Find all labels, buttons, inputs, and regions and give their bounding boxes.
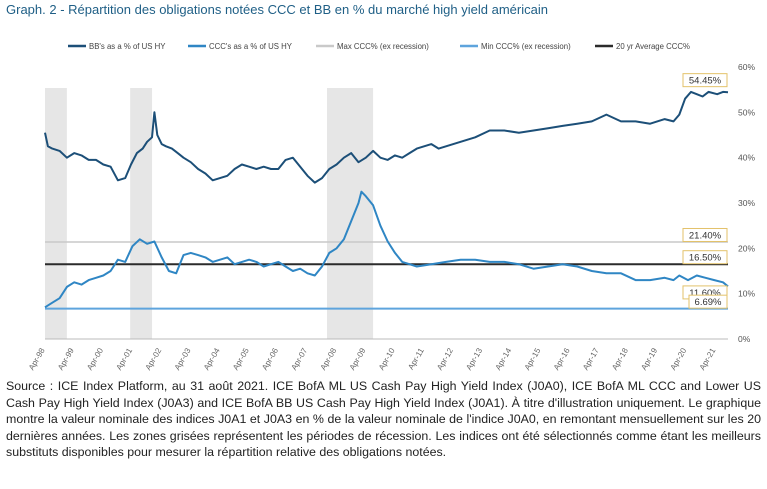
x-tick-label: Apr-09 — [348, 346, 368, 372]
chart-title: Graph. 2 - Répartition des obligations n… — [6, 2, 548, 17]
x-tick-label: Apr-20 — [669, 346, 689, 372]
x-tick-label: Apr-13 — [464, 346, 484, 372]
series-lines — [44, 90, 729, 309]
value-label-box — [688, 294, 728, 309]
value-label-text: 6.69% — [695, 297, 722, 308]
x-tick-label: Apr-11 — [406, 346, 426, 371]
value-label-box — [682, 250, 728, 265]
chart-caption: Source : ICE Index Platform, au 31 août … — [6, 379, 761, 460]
x-tick-label: Apr-10 — [377, 346, 397, 372]
x-axis: Apr-98 Apr-99 Apr-00 Apr-01 Apr-02 Apr-03 Apr-… — [27, 346, 718, 372]
legend-label: 20 yr Average CCC% — [616, 42, 690, 51]
value-label-text: 54.45% — [689, 76, 722, 87]
x-tick-label: Apr-07 — [289, 346, 309, 372]
x-tick-label: Apr-05 — [231, 346, 251, 372]
reference-lines — [45, 241, 728, 310]
y-axis: 0% 10% 20% 30% 40% 50% 60% — [45, 62, 755, 344]
value-label: 21.40% — [682, 227, 728, 242]
legend-label: BB's as a % of US HY — [89, 42, 166, 51]
x-tick-label: Apr-06 — [260, 346, 280, 372]
value-label-text: 11.60% — [689, 288, 721, 299]
bb-series-line — [44, 90, 729, 184]
ccc-series-line — [44, 190, 729, 309]
x-tick-label: Apr-02 — [144, 346, 164, 372]
legend: BB's as a % of US HY CCC's as a % of US H… — [68, 42, 690, 51]
x-tick-label: Apr-19 — [639, 346, 659, 372]
value-label-box — [682, 73, 728, 88]
legend-label: Min CCC% (ex recession) — [481, 42, 571, 51]
x-tick-label: Apr-03 — [173, 346, 193, 372]
x-tick-label: Apr-98 — [27, 346, 47, 372]
value-label: 16.50% — [682, 250, 728, 265]
recession-bands — [45, 88, 374, 339]
recession-band-2 — [130, 88, 153, 339]
x-tick-label: Apr-08 — [319, 346, 339, 372]
value-label: 54.45% — [682, 73, 728, 88]
recession-band-1 — [45, 88, 67, 339]
legend-item: CCC's as a % of US HY — [188, 42, 293, 51]
legend-item: Max CCC% (ex recession) — [316, 42, 429, 51]
value-label-text: 16.50% — [689, 253, 722, 264]
x-tick-label: Apr-15 — [523, 346, 543, 372]
x-tick-label: Apr-04 — [202, 346, 222, 372]
value-labels: 54.45% 11.60% 21.40% 16.50% 6.69% — [682, 73, 728, 309]
legend-item: 20 yr Average CCC% — [595, 42, 690, 51]
legend-item: Min CCC% (ex recession) — [460, 42, 571, 51]
y-tick-label: 60% — [738, 62, 755, 72]
y-tick-label: 30% — [738, 198, 755, 208]
chart: BB's as a % of US HY CCC's as a % of US H… — [27, 42, 756, 372]
y-tick-label: 40% — [738, 153, 755, 163]
x-tick-label: Apr-01 — [114, 346, 134, 372]
legend-label: Max CCC% (ex recession) — [337, 42, 429, 51]
legend-item: BB's as a % of US HY — [68, 42, 166, 51]
recession-band-3 — [327, 88, 374, 339]
y-tick-label: 10% — [738, 289, 755, 299]
y-tick-label: 50% — [738, 107, 755, 117]
value-label-box — [682, 227, 728, 242]
x-tick-label: Apr-00 — [85, 346, 105, 372]
x-tick-label: Apr-21 — [698, 346, 718, 372]
x-tick-label: Apr-17 — [581, 346, 601, 372]
y-tick-label: 0% — [738, 334, 751, 344]
x-tick-label: Apr-99 — [56, 346, 76, 372]
value-label: 6.69% — [688, 294, 728, 309]
value-label-text: 21.40% — [689, 230, 722, 241]
legend-label: CCC's as a % of US HY — [209, 42, 293, 51]
x-tick-label: Apr-12 — [435, 346, 455, 372]
x-tick-label: Apr-14 — [494, 346, 514, 372]
y-tick-label: 20% — [738, 243, 755, 253]
x-tick-label: Apr-18 — [610, 346, 630, 372]
x-tick-label: Apr-16 — [552, 346, 572, 372]
